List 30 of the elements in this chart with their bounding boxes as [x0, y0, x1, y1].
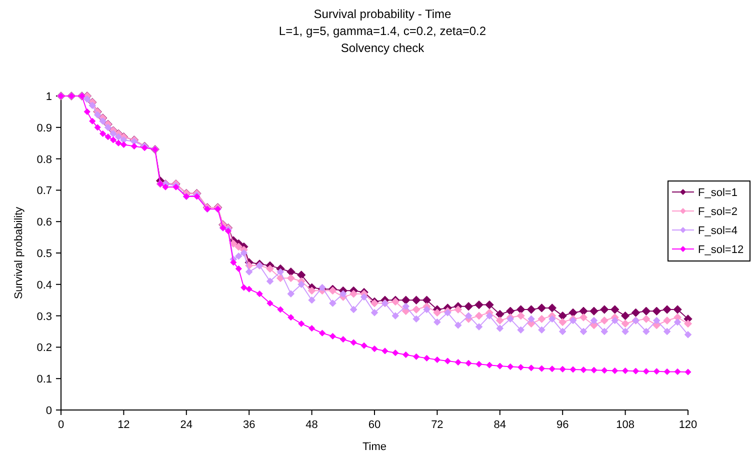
x-tick-label: 0: [58, 419, 64, 431]
x-tick-label: 48: [306, 419, 318, 431]
legend-label: F_sol=1: [698, 187, 738, 199]
y-tick-label: 0.9: [36, 122, 52, 134]
x-tick-label: 120: [678, 419, 698, 431]
y-tick-label: 0.5: [36, 248, 52, 260]
legend-label: F_sol=12: [698, 244, 744, 256]
x-axis-title: Time: [362, 441, 387, 453]
legend-label: F_sol=2: [698, 206, 738, 218]
y-tick-label: 0.2: [36, 342, 52, 354]
y-tick-label: 0.3: [36, 310, 52, 323]
y-axis-title: Survival probability: [13, 206, 25, 300]
chart-title: Survival probability - Time: [314, 7, 452, 21]
y-tick-label: 1: [46, 91, 52, 103]
y-tick-label: 0.6: [36, 216, 52, 229]
x-tick-label: 36: [242, 419, 256, 431]
x-tick-label: 84: [494, 419, 506, 431]
x-tick-label: 72: [431, 419, 444, 431]
y-tick-label: 0.8: [36, 154, 52, 166]
legend-label: F_sol=4: [698, 225, 738, 237]
chart-subtitle: L=1, g=5, gamma=1.4, c=0.2, zeta=0.2 Solvency check: [278, 24, 486, 55]
y-tick-label: 0: [46, 405, 52, 417]
y-tick-label: 0.1: [36, 374, 52, 386]
y-tick-label: 0.7: [36, 185, 52, 198]
x-tick-label: 108: [616, 419, 634, 431]
x-tick-label: 60: [368, 419, 381, 431]
y-tick-label: 0.4: [36, 279, 52, 292]
x-tick-label: 24: [180, 419, 193, 431]
x-tick-label: 12: [118, 419, 130, 431]
x-tick-label: 96: [556, 419, 569, 431]
